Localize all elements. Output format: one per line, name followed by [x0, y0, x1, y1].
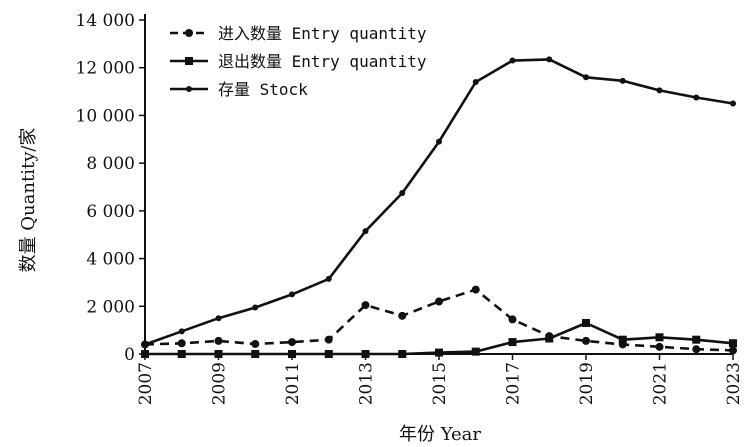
exit-quantity-point: [214, 350, 223, 358]
entry-quantity-point: [398, 311, 407, 320]
stock-point: [619, 77, 626, 84]
exit-quantity-point: [582, 318, 590, 327]
x-tick-label: 2017: [504, 362, 524, 405]
stock-point: [252, 304, 259, 311]
y-tick-label: 8 000: [86, 154, 135, 174]
x-axis-label: 年份 Year: [399, 424, 481, 445]
exit-quantity-point: [361, 350, 370, 358]
stock-point: [142, 341, 148, 348]
y-tick-label: 6 000: [86, 202, 135, 222]
entry-quantity-point: [361, 301, 370, 310]
y-tick-label: 14 000: [76, 11, 135, 31]
stock-point: [730, 100, 736, 107]
legend-entry-quantity-marker: [185, 29, 193, 37]
legend-stock-marker: [186, 86, 192, 92]
stock-point: [546, 56, 553, 63]
series-layer: [141, 56, 737, 358]
entry-quantity-line: [144, 288, 734, 352]
x-tick-label: 2011: [283, 362, 303, 405]
exit-quantity-point: [141, 350, 149, 358]
y-tick-label: 2 000: [86, 297, 135, 317]
entry-quantity-point: [435, 297, 443, 306]
exit-quantity-point: [692, 335, 701, 344]
stock-point: [178, 328, 185, 335]
x-tick-label: 2023: [724, 362, 744, 405]
entry-quantity-point: [288, 338, 296, 347]
entry-quantity-point: [214, 336, 223, 345]
entry-quantity-point: [729, 346, 737, 355]
y-tick-label: 4 000: [86, 250, 135, 270]
x-tick-label: 2021: [651, 362, 671, 405]
legend-exit-quantity-marker: [185, 57, 193, 65]
axes: 0 2 000 4 000 6 000 8 000 10 000 12 000 14 000 2…: [76, 11, 744, 405]
stock-point: [362, 228, 369, 235]
exit-quantity-point: [251, 350, 260, 358]
stock-point: [509, 57, 516, 64]
exit-quantity-point: [177, 350, 186, 358]
y-tick-label: 12 000: [76, 59, 135, 79]
entry-quantity-point: [251, 339, 260, 348]
y-tick-label: 10 000: [76, 106, 135, 126]
legend-stock-label: 存量 Stock: [218, 80, 308, 99]
x-tick-label: 2013: [357, 362, 377, 405]
x-tick-label: 2015: [430, 362, 450, 405]
exit-quantity-point: [508, 338, 517, 347]
entry-quantity-point: [582, 336, 590, 345]
exit-quantity-point: [618, 335, 627, 344]
stock-point: [656, 87, 663, 94]
stock-point: [583, 74, 589, 81]
exit-quantity-point: [398, 350, 407, 358]
exit-quantity-point: [435, 348, 443, 357]
stock-point: [215, 315, 222, 322]
entry-quantity-point: [324, 335, 333, 344]
exit-quantity-point: [288, 350, 296, 358]
stock-point: [436, 138, 442, 145]
entry-quantity-point: [177, 339, 186, 348]
x-tick-label: 2019: [577, 362, 597, 405]
x-tick-label: 2009: [210, 362, 230, 405]
exit-quantity-point: [655, 333, 664, 342]
stock-point: [472, 79, 479, 86]
x-tick-label: 2007: [136, 362, 156, 405]
exit-quantity-point: [324, 350, 333, 358]
entry-quantity-point: [692, 345, 701, 354]
stock-point: [693, 94, 700, 101]
exit-quantity-point: [545, 334, 554, 343]
stock-point: [289, 291, 295, 298]
exit-quantity-point: [471, 347, 480, 356]
legend: 进入数量 Entry quantity 退出数量 Entry quantity 存量…: [170, 24, 427, 99]
entry-quantity-point: [508, 315, 517, 324]
y-axis-label: 数量 Quantity/家: [18, 128, 39, 273]
entry-quantity-point: [655, 342, 664, 351]
stock-point: [399, 189, 406, 196]
legend-exit-quantity-label: 退出数量 Entry quantity: [218, 52, 427, 71]
stock-point: [325, 275, 332, 282]
exit-quantity-point: [729, 339, 737, 348]
legend-entry-quantity-label: 进入数量 Entry quantity: [218, 24, 427, 43]
y-tick-label: 0: [124, 345, 135, 365]
entry-quantity-point: [471, 285, 480, 294]
